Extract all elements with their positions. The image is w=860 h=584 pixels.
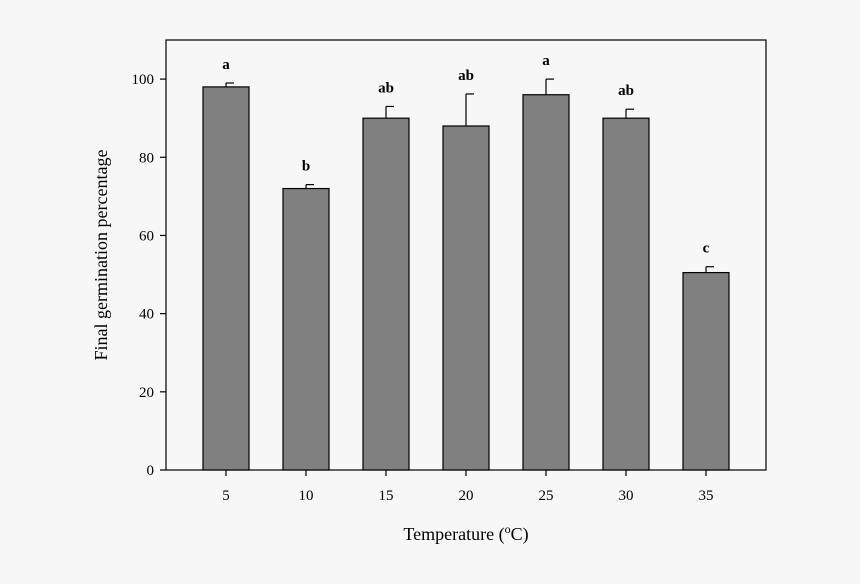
significance-label: a — [542, 53, 550, 69]
x-tick-label: 10 — [299, 488, 314, 504]
x-axis-title-main: Temperature ( — [403, 524, 504, 545]
significance-label: a — [222, 57, 230, 73]
bar — [682, 271, 730, 471]
y-axis-title: Final germination percentage — [91, 150, 111, 361]
y-tick-label: 40 — [139, 307, 154, 323]
x-tick-label: 30 — [619, 488, 634, 504]
y-tick-label: 0 — [147, 463, 155, 479]
bar — [362, 117, 410, 471]
y-tick-label: 20 — [139, 385, 154, 401]
significance-label: b — [302, 159, 310, 175]
bar — [602, 117, 650, 471]
bar — [282, 187, 330, 471]
significance-label: ab — [618, 83, 634, 99]
y-tick-label: 60 — [139, 228, 154, 244]
significance-label: ab — [458, 68, 474, 84]
y-tick-label: 80 — [139, 150, 154, 166]
bar — [522, 94, 570, 471]
x-axis-title-sup: o — [505, 522, 511, 536]
significance-label: c — [703, 241, 710, 257]
x-axis: 5 10 15 20 25 30 35 — [222, 470, 714, 504]
bar — [442, 125, 490, 471]
bar — [202, 86, 250, 471]
x-tick-label: 15 — [379, 488, 394, 504]
x-tick-label: 25 — [539, 488, 554, 504]
x-axis-title: Temperature (oC) — [403, 522, 528, 545]
x-tick-label: 5 — [222, 488, 230, 504]
x-tick-label: 20 — [459, 488, 474, 504]
x-tick-label: 35 — [699, 488, 714, 504]
y-tick-label: 100 — [132, 72, 155, 88]
y-axis: 0 20 40 60 80 100 — [132, 72, 166, 479]
significance-label: ab — [378, 80, 394, 96]
x-axis-title-tail: C) — [511, 524, 529, 545]
